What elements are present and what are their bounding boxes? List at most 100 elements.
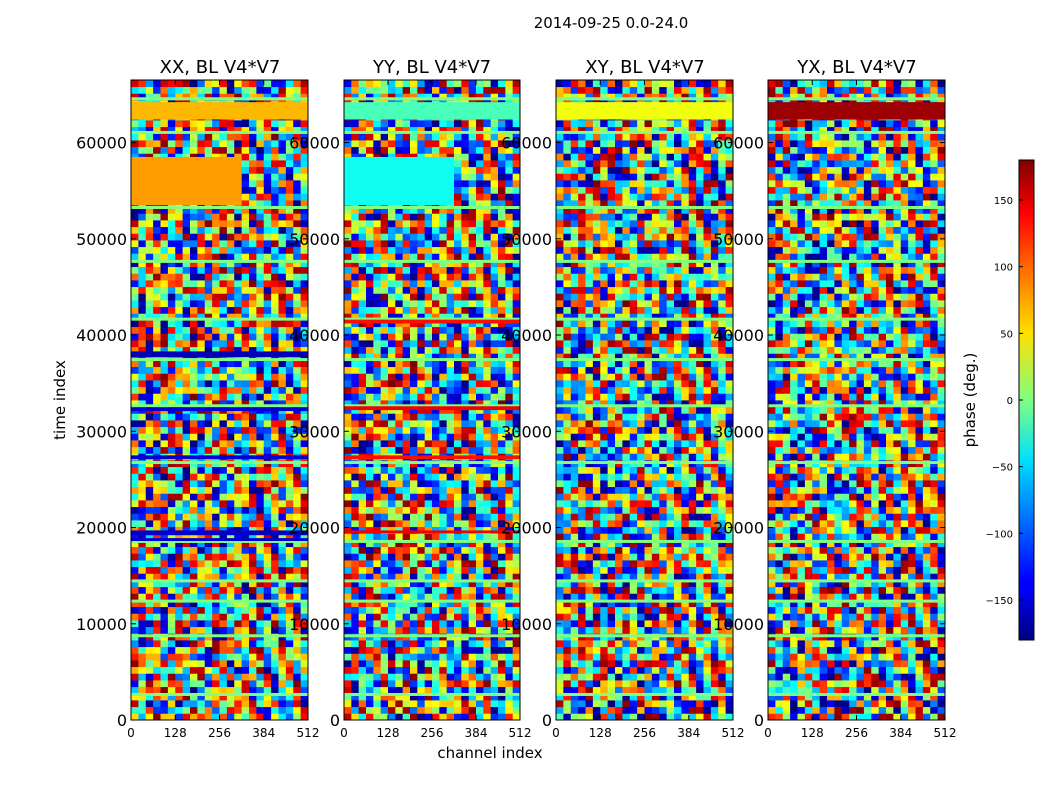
heatmap-cell bbox=[454, 126, 462, 134]
heatmap-cell bbox=[351, 573, 360, 581]
heatmap-cell bbox=[212, 293, 220, 301]
heatmap-cell bbox=[249, 520, 257, 528]
heatmap-cell bbox=[175, 220, 184, 228]
heatmap-cell bbox=[234, 546, 243, 554]
heatmap-cell bbox=[622, 680, 631, 688]
heatmap-cell bbox=[592, 686, 601, 694]
heatmap-cell bbox=[718, 640, 727, 648]
heatmap-cell bbox=[666, 713, 675, 721]
heatmap-cell bbox=[271, 480, 279, 488]
heatmap-cell bbox=[344, 246, 352, 254]
heatmap-cell bbox=[512, 266, 521, 274]
heatmap-cell bbox=[138, 500, 147, 508]
heatmap-cell bbox=[446, 220, 455, 228]
heatmap-cell bbox=[380, 520, 389, 528]
heatmap-cell bbox=[241, 513, 250, 521]
heatmap-cell bbox=[256, 200, 265, 208]
heatmap-cell bbox=[344, 413, 352, 421]
heatmap-cell bbox=[512, 373, 521, 381]
heatmap-cell bbox=[388, 400, 396, 408]
heatmap-cell bbox=[454, 493, 462, 501]
heatmap-cell bbox=[505, 120, 514, 128]
heatmap-cell bbox=[212, 446, 220, 454]
heatmap-cell bbox=[300, 160, 309, 168]
heatmap-cell bbox=[358, 560, 367, 568]
heatmap-cell bbox=[468, 553, 477, 561]
heatmap-cell bbox=[585, 660, 594, 668]
heatmap-cell bbox=[226, 526, 235, 534]
heatmap-cell bbox=[153, 413, 161, 421]
flagged-row bbox=[131, 539, 308, 543]
heatmap-cell bbox=[446, 466, 455, 474]
heatmap-cell bbox=[366, 606, 374, 614]
heatmap-cell bbox=[483, 120, 492, 128]
heatmap-cell bbox=[160, 586, 169, 594]
heatmap-cell bbox=[344, 373, 352, 381]
heatmap-cell bbox=[432, 606, 440, 614]
heatmap-cell bbox=[351, 620, 360, 628]
heatmap-cell bbox=[263, 520, 272, 528]
heatmap-cell bbox=[175, 686, 184, 694]
heatmap-cell bbox=[138, 86, 147, 94]
heatmap-cell bbox=[175, 500, 184, 508]
heatmap-cell bbox=[468, 520, 477, 528]
heatmap-cell bbox=[388, 333, 396, 341]
heatmap-cell bbox=[293, 246, 302, 254]
heatmap-cell bbox=[483, 400, 492, 408]
heatmap-cell bbox=[358, 533, 367, 541]
heatmap-cell bbox=[131, 493, 139, 501]
heatmap-cell bbox=[468, 346, 477, 354]
heatmap-cell bbox=[197, 386, 206, 394]
heatmap-cell bbox=[461, 520, 470, 528]
heatmap-cell bbox=[293, 373, 302, 381]
heatmap-cell bbox=[380, 220, 389, 228]
heatmap-cell bbox=[256, 166, 265, 174]
heatmap-cell bbox=[417, 406, 426, 414]
heatmap-cell bbox=[402, 586, 411, 594]
heatmap-cell bbox=[498, 486, 506, 494]
heatmap-cell bbox=[241, 180, 250, 188]
heatmap-cell bbox=[432, 146, 440, 154]
heatmap-cell bbox=[439, 480, 448, 488]
heatmap-cell bbox=[278, 213, 287, 221]
heatmap-cell bbox=[263, 133, 272, 141]
heatmap-cell bbox=[278, 613, 287, 621]
heatmap-cell bbox=[505, 466, 514, 474]
heatmap-cell bbox=[446, 606, 455, 614]
heatmap-cell bbox=[651, 626, 660, 634]
heatmap-cell bbox=[388, 260, 396, 268]
heatmap-cell bbox=[263, 93, 272, 101]
heatmap-cell bbox=[293, 486, 302, 494]
heatmap-cell bbox=[167, 493, 176, 501]
heatmap-cell bbox=[212, 546, 220, 554]
heatmap-cell bbox=[351, 520, 360, 528]
heatmap-cell bbox=[373, 526, 382, 534]
heatmap-cell bbox=[432, 153, 440, 161]
heatmap-cell bbox=[454, 380, 462, 388]
heatmap-cell bbox=[175, 380, 184, 388]
heatmap-cell bbox=[285, 426, 294, 434]
heatmap-cell bbox=[278, 360, 287, 368]
heatmap-cell bbox=[461, 626, 470, 634]
heatmap-cell bbox=[476, 160, 484, 168]
heatmap-cell bbox=[226, 366, 235, 374]
heatmap-cell bbox=[512, 433, 521, 441]
heatmap-cell bbox=[278, 706, 287, 714]
heatmap-cell bbox=[395, 346, 404, 354]
heatmap-cell bbox=[167, 586, 176, 594]
heatmap-cell bbox=[468, 646, 477, 654]
heatmap-cell bbox=[490, 520, 499, 528]
heatmap-cell bbox=[454, 120, 462, 128]
heatmap-cell bbox=[490, 513, 499, 521]
heatmap-cell bbox=[219, 713, 228, 721]
heatmap-cell bbox=[483, 166, 492, 174]
heatmap-cell bbox=[373, 693, 382, 701]
heatmap-cell bbox=[219, 206, 228, 214]
heatmap-cell bbox=[145, 620, 154, 628]
heatmap-cell bbox=[256, 93, 265, 101]
heatmap-cell bbox=[249, 326, 257, 334]
heatmap-cell bbox=[293, 366, 302, 374]
heatmap-cell bbox=[249, 713, 257, 721]
heatmap-cell bbox=[131, 413, 139, 421]
heatmap-cell bbox=[278, 680, 287, 688]
